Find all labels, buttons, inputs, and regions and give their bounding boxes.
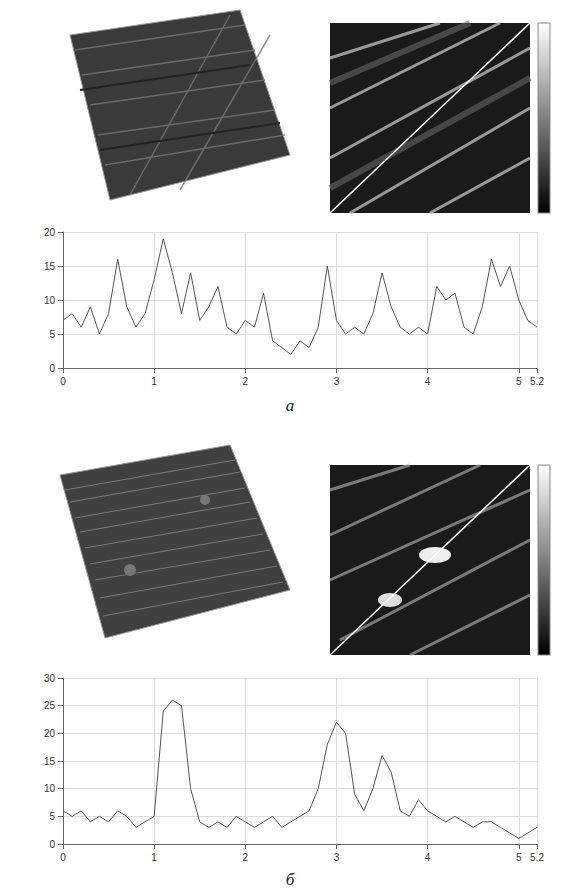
svg-text:5: 5 — [49, 329, 55, 340]
svg-text:0: 0 — [49, 363, 55, 374]
svg-text:0: 0 — [60, 376, 66, 387]
svg-text:1: 1 — [151, 376, 157, 387]
svg-text:3: 3 — [334, 376, 340, 387]
html-text:а: а — [285, 396, 295, 415]
svg-text:30: 30 — [44, 673, 56, 684]
svg-text:10: 10 — [44, 783, 56, 794]
svg-text:5.2: 5.2 — [530, 852, 544, 863]
svg-text:10: 10 — [44, 295, 56, 306]
svg-text:0: 0 — [60, 852, 66, 863]
svg-text:25: 25 — [44, 700, 56, 711]
svg-text:4: 4 — [425, 852, 431, 863]
svg-text:15: 15 — [44, 756, 56, 767]
html-text:б: б — [285, 870, 295, 889]
svg-text:5: 5 — [516, 376, 522, 387]
svg-text:0: 0 — [49, 839, 55, 850]
svg-text:3: 3 — [334, 852, 340, 863]
svg-text:5.2: 5.2 — [530, 376, 544, 387]
svg-text:1: 1 — [151, 852, 157, 863]
svg-text:15: 15 — [44, 261, 56, 272]
svg-text:2: 2 — [243, 376, 249, 387]
svg-text:5: 5 — [49, 811, 55, 822]
svg-text:20: 20 — [44, 227, 56, 238]
svg-text:5: 5 — [516, 852, 522, 863]
svg-text:2: 2 — [243, 852, 249, 863]
svg-text:4: 4 — [425, 376, 431, 387]
svg-text:20: 20 — [44, 728, 56, 739]
